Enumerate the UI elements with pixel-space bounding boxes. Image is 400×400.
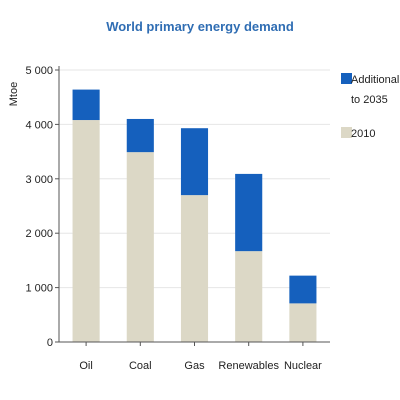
y-axis-label: Mtoe <box>8 82 20 106</box>
bar-renewables-2010 <box>235 251 263 342</box>
bar-nuclear-additional <box>289 275 317 304</box>
bar-coal-2010 <box>126 152 154 342</box>
x-tick-label: Nuclear <box>284 360 322 372</box>
y-tick-label: 0 <box>47 337 53 349</box>
bar-nuclear-2010 <box>289 303 317 342</box>
y-tick-label: 2 000 <box>25 228 53 240</box>
y-tick-label: 4 000 <box>25 119 53 131</box>
y-tick-label: 5 000 <box>25 65 53 77</box>
y-tick-label: 3 000 <box>25 174 53 186</box>
legend-swatch-2010 <box>341 127 352 138</box>
bars <box>72 89 317 342</box>
bar-gas-additional <box>180 128 209 196</box>
axes: 0 1 000 2 000 3 000 4 000 5 000 Oil Coal Gas Rene… <box>25 65 330 372</box>
chart-title: World primary energy demand <box>106 19 294 34</box>
legend-swatch-additional <box>341 73 352 84</box>
bar-gas-2010 <box>180 195 209 342</box>
x-tick-label: Gas <box>184 360 205 372</box>
bar-oil-2010 <box>72 120 100 342</box>
bar-coal-additional <box>126 118 154 153</box>
legend: Additional to 2035 2010 <box>341 73 399 140</box>
legend-label-additional-line2: to 2035 <box>351 94 388 106</box>
x-tick-label: Coal <box>129 360 152 372</box>
x-tick-label: Oil <box>79 360 92 372</box>
legend-label-2010: 2010 <box>351 128 375 140</box>
legend-label-additional-line1: Additional <box>351 74 399 86</box>
x-tick-label: Renewables <box>218 360 279 372</box>
y-tick-label: 1 000 <box>25 283 53 295</box>
bar-renewables-additional <box>235 173 263 252</box>
bar-oil-additional <box>72 89 100 121</box>
